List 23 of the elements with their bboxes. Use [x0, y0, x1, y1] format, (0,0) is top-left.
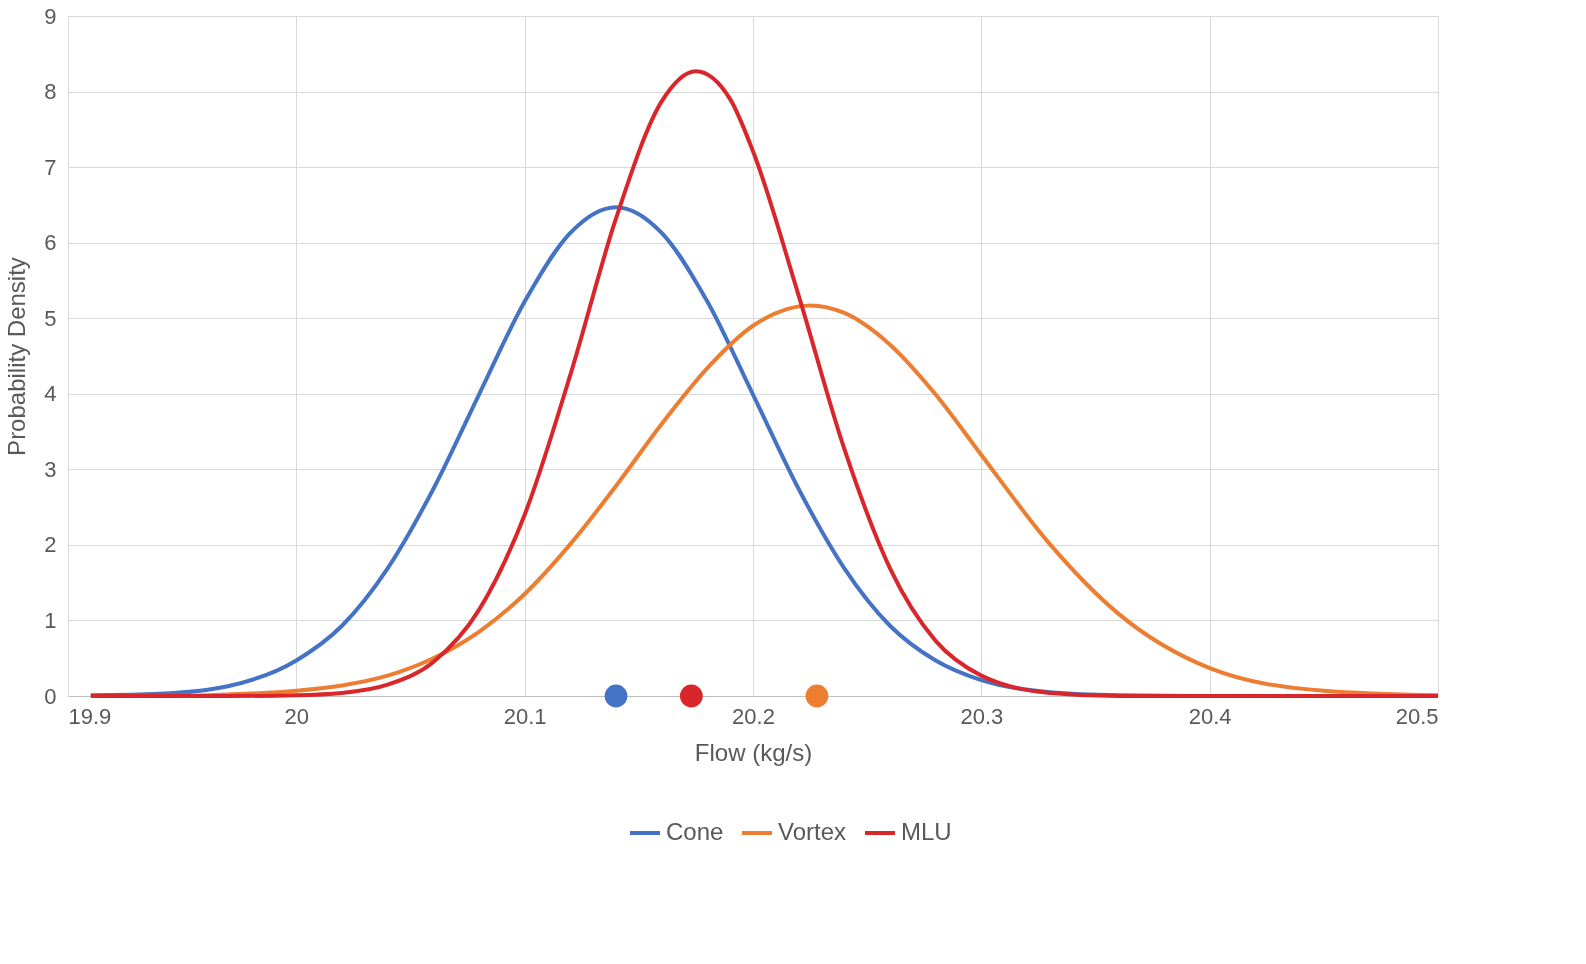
x-tick-label: 20.1	[503, 703, 547, 729]
x-axis-title: Flow (kg/s)	[694, 738, 813, 766]
x-tick-label: 20.4	[1188, 703, 1232, 729]
y-tick-label: 6	[44, 230, 57, 256]
legend-label: Vortex	[778, 818, 847, 845]
y-tick-label: 5	[44, 305, 57, 331]
y-tick-label: 0	[44, 683, 57, 709]
y-tick-label: 7	[44, 154, 57, 180]
line-series	[88, 69, 1440, 698]
legend-label: Cone	[666, 818, 724, 845]
y-axis-title: Probability Density	[3, 257, 31, 456]
x-tick-label: 20	[284, 703, 310, 729]
legend-label: MLU	[901, 818, 952, 845]
x-tick-label: 20.5	[1395, 703, 1439, 729]
y-tick-label: 4	[44, 381, 57, 407]
y-tick-label: 8	[44, 79, 57, 105]
x-tick-label: 19.9	[68, 703, 112, 729]
y-tick-label: 3	[44, 456, 57, 482]
y-tick-label: 2	[44, 532, 57, 558]
x-tick-label: 20.2	[732, 703, 775, 729]
y-tick-label: 1	[44, 607, 57, 633]
x-tick-label: 20.3	[960, 703, 1004, 729]
y-tick-label: 9	[44, 3, 57, 29]
